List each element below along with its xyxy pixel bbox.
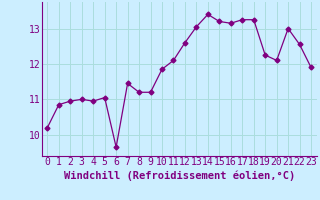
X-axis label: Windchill (Refroidissement éolien,°C): Windchill (Refroidissement éolien,°C) xyxy=(64,170,295,181)
